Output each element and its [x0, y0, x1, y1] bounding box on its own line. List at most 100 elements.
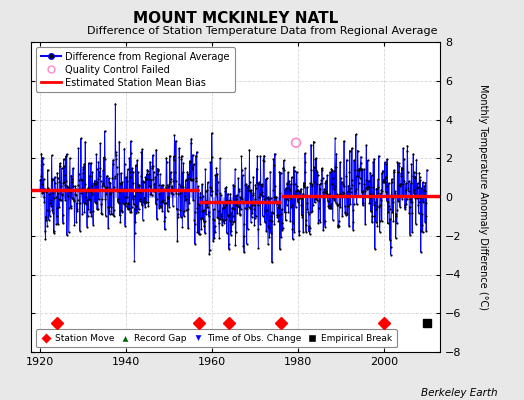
Point — [409, 151, 418, 157]
Point — [316, 219, 324, 226]
Point — [72, 218, 81, 225]
Point — [179, 169, 187, 176]
Point — [339, 190, 347, 197]
Point — [140, 200, 149, 206]
Point — [230, 183, 238, 189]
Point — [296, 189, 304, 195]
Point — [284, 209, 292, 215]
Point — [365, 184, 373, 190]
Point — [262, 228, 270, 234]
Point — [73, 200, 81, 206]
Point — [231, 166, 239, 173]
Point — [293, 187, 302, 193]
Point — [128, 165, 136, 172]
Point — [136, 196, 145, 202]
Point — [41, 214, 50, 220]
Point — [303, 206, 312, 212]
Point — [335, 201, 344, 208]
Point — [56, 197, 64, 203]
Point — [356, 174, 364, 181]
Point — [256, 220, 264, 227]
Point — [397, 181, 405, 187]
Point — [141, 176, 150, 182]
Point — [78, 185, 86, 191]
Point — [184, 171, 193, 178]
Point — [324, 202, 332, 209]
Point — [261, 200, 270, 206]
Point — [364, 184, 372, 190]
Point — [378, 168, 387, 174]
Point — [318, 175, 326, 182]
Point — [300, 169, 309, 176]
Point — [367, 172, 376, 178]
Point — [270, 150, 279, 157]
Point — [119, 200, 128, 207]
Point — [125, 205, 133, 212]
Point — [313, 180, 321, 187]
Point — [297, 186, 305, 192]
Point — [189, 175, 198, 182]
Point — [65, 204, 73, 211]
Point — [100, 154, 108, 160]
Point — [329, 194, 337, 201]
Point — [416, 195, 424, 202]
Point — [300, 179, 308, 186]
Text: Difference of Station Temperature Data from Regional Average: Difference of Station Temperature Data f… — [87, 26, 437, 36]
Point — [111, 175, 119, 182]
Point — [406, 204, 414, 210]
Point — [162, 184, 170, 190]
Point — [93, 166, 101, 172]
Point — [179, 160, 188, 166]
Point — [72, 206, 81, 212]
Point — [257, 191, 266, 198]
Point — [413, 180, 422, 186]
Point — [54, 190, 62, 197]
Point — [336, 159, 344, 166]
Point — [251, 196, 259, 202]
Point — [91, 186, 100, 192]
Point — [140, 195, 148, 201]
Point — [46, 187, 54, 193]
Point — [221, 185, 230, 191]
Point — [281, 217, 290, 224]
Point — [152, 216, 161, 222]
Point — [337, 192, 345, 198]
Point — [52, 194, 60, 200]
Point — [213, 187, 221, 193]
Point — [229, 182, 237, 188]
Point — [401, 187, 410, 194]
Point — [238, 196, 246, 202]
Point — [330, 196, 339, 203]
Point — [261, 176, 270, 182]
Point — [275, 205, 283, 212]
Point — [114, 196, 123, 202]
Point — [47, 197, 55, 204]
Point — [178, 152, 186, 159]
Point — [162, 155, 170, 161]
Point — [170, 153, 178, 160]
Point — [249, 190, 257, 196]
Point — [226, 232, 235, 238]
Point — [57, 183, 66, 189]
Point — [417, 249, 425, 255]
Point — [408, 210, 416, 216]
Point — [381, 159, 389, 166]
Point — [118, 208, 126, 215]
Point — [347, 189, 355, 196]
Point — [95, 173, 104, 179]
Point — [105, 175, 113, 181]
Point — [241, 205, 249, 212]
Point — [167, 183, 176, 190]
Point — [206, 192, 215, 198]
Point — [150, 180, 159, 187]
Point — [176, 207, 184, 213]
Point — [73, 208, 82, 214]
Point — [210, 206, 218, 212]
Point — [94, 159, 103, 165]
Point — [276, 190, 285, 196]
Point — [365, 200, 374, 206]
Point — [97, 210, 105, 216]
Point — [384, 198, 392, 205]
Point — [52, 212, 61, 219]
Point — [232, 195, 241, 202]
